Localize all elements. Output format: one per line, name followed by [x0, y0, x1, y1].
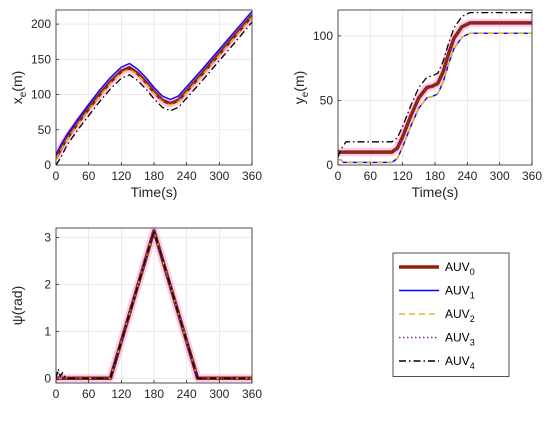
x-axis-label: Time(s)	[131, 184, 178, 200]
x-tick-label: 0	[53, 387, 60, 401]
y-axis-label: xe(m)	[9, 71, 29, 105]
x-tick-label: 300	[490, 169, 510, 183]
x-tick-label: 300	[209, 387, 229, 401]
x-tick-label: 300	[209, 169, 229, 183]
legend-label-auv3: AUV3	[445, 331, 475, 348]
x-tick-label: 240	[177, 169, 197, 183]
y-tick-label: 0	[44, 371, 51, 385]
series-line-auv4	[56, 21, 252, 166]
x-tick-label: 180	[144, 387, 164, 401]
x-tick-label: 60	[364, 169, 378, 183]
x-tick-label: 120	[111, 169, 131, 183]
y-tick-label: 0	[44, 158, 51, 172]
x-tick-label: 180	[425, 169, 445, 183]
series-group	[338, 11, 532, 164]
plot-y-position: 0 60 120 180 240 300 360 0 50 100 Time(s) ye(m)	[291, 9, 542, 200]
y-tick-label: 200	[31, 17, 51, 31]
y-tick-label: 50	[320, 93, 334, 107]
series-group	[56, 226, 252, 383]
x-tick-label: 240	[177, 387, 197, 401]
y-axis-label: ψ(rad)	[9, 286, 25, 326]
series-line-auv4	[338, 11, 532, 158]
x-tick-label: 120	[393, 169, 413, 183]
series-line-auv3	[338, 22, 532, 153]
x-tick-label: 360	[242, 387, 262, 401]
x-tick-label: 240	[457, 169, 477, 183]
legend-label-auv2: AUV2	[445, 307, 475, 324]
legend-label-auv1: AUV1	[445, 284, 475, 301]
plot-x-position: 0 60 120 180 240 300 360 0 50 100 150 200 Time(s) xe(…	[9, 9, 262, 200]
series-line-auv2	[338, 32, 532, 164]
y-tick-label: 50	[38, 123, 52, 137]
x-tick-label: 360	[242, 169, 262, 183]
y-tick-label: 2	[44, 277, 51, 291]
legend-label-auv4: AUV4	[445, 354, 475, 371]
series-line-auv2	[56, 16, 252, 160]
series-line-auv3	[56, 13, 252, 157]
series-line-auv0	[56, 14, 252, 159]
y-tick-label: 3	[44, 230, 51, 244]
x-tick-label: 60	[82, 387, 96, 401]
x-tick-label: 0	[53, 169, 60, 183]
y-tick-label: 100	[31, 88, 51, 102]
y-tick-label: 1	[44, 324, 51, 338]
series-group	[56, 10, 252, 166]
x-tick-label: 180	[144, 169, 164, 183]
legend-label-auv0: AUV0	[445, 260, 475, 277]
plot-heading: 0 60 120 180 240 300 360 0 1 2 3 ψ(rad)	[9, 226, 262, 401]
x-tick-label: 60	[82, 169, 96, 183]
legend-box	[392, 252, 510, 377]
y-tick-label: 0	[326, 158, 333, 172]
y-axis-label: ye(m)	[291, 71, 311, 105]
y-tick-label: 150	[31, 52, 51, 66]
x-tick-label: 360	[522, 169, 542, 183]
y-tick-label: 100	[313, 29, 333, 43]
legend: AUV0 AUV1 AUV2 AUV3 AUV4	[392, 252, 510, 377]
series-line-auv3	[56, 230, 252, 379]
series-line-auv1	[56, 10, 252, 155]
x-tick-label: 120	[111, 387, 131, 401]
x-axis-label: Time(s)	[412, 184, 459, 200]
x-tick-label: 0	[335, 169, 342, 183]
